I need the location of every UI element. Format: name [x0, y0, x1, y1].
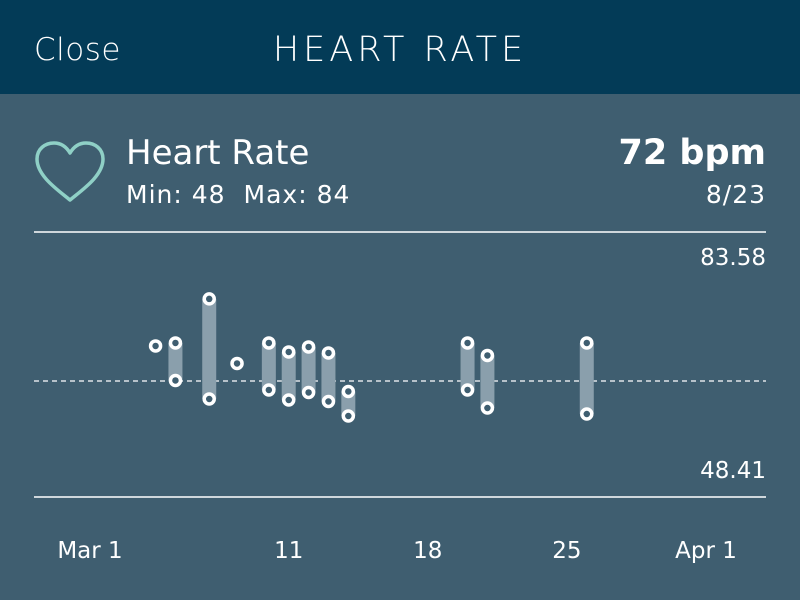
high-point-5[interactable] — [281, 345, 296, 359]
range-bar-7[interactable] — [321, 352, 336, 402]
min-value: Min: 48 — [126, 180, 226, 209]
range-bar-1[interactable] — [168, 342, 183, 381]
range-bar-6[interactable] — [301, 346, 316, 393]
low-point-11[interactable] — [580, 407, 594, 421]
low-point-9[interactable] — [460, 383, 475, 397]
high-point-6[interactable] — [301, 340, 316, 354]
high-point-1[interactable] — [168, 336, 183, 350]
chart-marks — [148, 292, 594, 423]
point-point-3[interactable] — [230, 356, 244, 371]
range-bar-2[interactable] — [202, 298, 217, 399]
high-point-10[interactable] — [480, 348, 495, 363]
range-bar-9[interactable] — [460, 342, 475, 390]
x-tick-label-0: Mar 1 — [57, 538, 122, 564]
low-point-7[interactable] — [321, 394, 336, 409]
low-point-8[interactable] — [341, 409, 356, 423]
heart-rate-chart[interactable]: 83.58 48.41 Mar 1 11 18 25 Apr 1 — [0, 220, 800, 600]
low-point-2[interactable] — [202, 392, 216, 406]
metric-name: Heart Rate — [126, 133, 310, 173]
x-tick-label-3: 25 — [552, 538, 581, 564]
top-bar: Close HEART RATE — [0, 0, 800, 94]
high-point-7[interactable] — [321, 346, 336, 360]
close-button[interactable]: Close — [34, 32, 121, 68]
heart-outline-icon — [35, 141, 105, 202]
low-point-5[interactable] — [281, 393, 296, 407]
low-point-1[interactable] — [168, 373, 183, 388]
range-bar-11[interactable] — [579, 342, 594, 415]
x-tick-label-2: 18 — [413, 538, 442, 564]
y-max-label: 83.58 — [700, 245, 766, 271]
current-date: 8/23 — [705, 180, 766, 209]
min-max-row: Min: 48 Max: 84 — [126, 180, 368, 209]
range-bar-4[interactable] — [261, 342, 276, 390]
x-axis-labels: Mar 1 11 18 25 Apr 1 — [57, 538, 737, 564]
point-point-0[interactable] — [148, 339, 163, 353]
y-min-label: 48.41 — [700, 458, 766, 484]
high-point-11[interactable] — [580, 336, 594, 350]
x-tick-label-4: Apr 1 — [675, 538, 737, 564]
high-point-8[interactable] — [341, 384, 356, 399]
high-point-4[interactable] — [262, 336, 276, 350]
range-bar-5[interactable] — [281, 351, 296, 400]
high-point-9[interactable] — [460, 336, 475, 350]
low-point-10[interactable] — [480, 401, 495, 415]
max-value: Max: 84 — [243, 180, 351, 209]
low-point-4[interactable] — [262, 383, 276, 397]
low-point-6[interactable] — [301, 385, 316, 400]
current-value: 72 bpm — [618, 133, 766, 173]
x-tick-label-1: 11 — [274, 538, 303, 564]
range-bar-8[interactable] — [341, 391, 356, 417]
heart-outline-path — [35, 141, 105, 202]
high-point-2[interactable] — [202, 292, 216, 306]
range-bar-10[interactable] — [480, 355, 495, 408]
page-title: HEART RATE — [272, 30, 528, 70]
